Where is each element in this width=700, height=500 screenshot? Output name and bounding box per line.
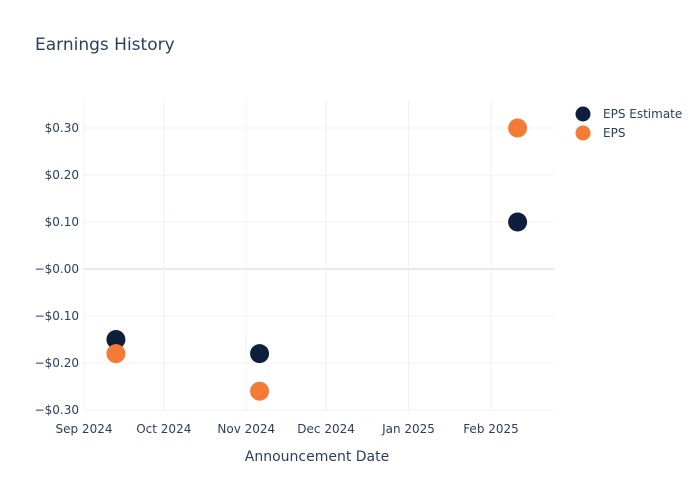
legend-label: EPS xyxy=(603,126,625,140)
data-points xyxy=(106,118,528,401)
y-tick-label: $0.30 xyxy=(45,121,79,135)
legend-label: EPS Estimate xyxy=(603,107,682,121)
eps-estimate-point[interactable] xyxy=(106,330,126,349)
x-tick-label: Oct 2024 xyxy=(136,422,191,436)
y-tick-label: −$0.30 xyxy=(35,403,79,417)
x-tick-label: Jan 2025 xyxy=(381,422,435,436)
x-tick-label: Dec 2024 xyxy=(297,422,355,436)
x-axis-ticks: Sep 2024 Oct 2024 Nov 2024 Dec 2024 Jan 2025… xyxy=(56,422,519,436)
y-tick-label: −$0.20 xyxy=(35,356,79,370)
eps-estimate-point[interactable] xyxy=(250,344,270,364)
legend-marker xyxy=(575,125,591,141)
grid xyxy=(83,100,554,411)
y-tick-label: $0.20 xyxy=(45,168,79,182)
x-tick-label: Feb 2025 xyxy=(463,422,519,436)
x-axis-title: Announcement Date xyxy=(245,449,389,465)
y-tick-label: −$0.10 xyxy=(35,309,79,323)
eps-point[interactable] xyxy=(250,381,270,401)
legend[interactable]: EPS Estimate EPS xyxy=(575,106,683,141)
legend-item-eps[interactable]: EPS xyxy=(575,125,626,141)
y-axis-ticks: $0.30 $0.20 $0.10 −$0.00 −$0.10 −$0.20 −$0.30 xyxy=(35,121,79,417)
y-tick-label: $0.10 xyxy=(45,215,79,229)
eps-point[interactable] xyxy=(106,344,126,364)
eps-estimate-point[interactable] xyxy=(508,212,528,232)
eps-point[interactable] xyxy=(508,118,528,138)
x-tick-label: Sep 2024 xyxy=(56,422,113,436)
y-tick-label: −$0.00 xyxy=(35,262,79,276)
legend-marker xyxy=(575,106,591,122)
legend-item-eps-estimate[interactable]: EPS Estimate xyxy=(575,106,683,122)
chart-title: Earnings History xyxy=(35,35,175,55)
x-tick-label: Nov 2024 xyxy=(217,422,275,436)
